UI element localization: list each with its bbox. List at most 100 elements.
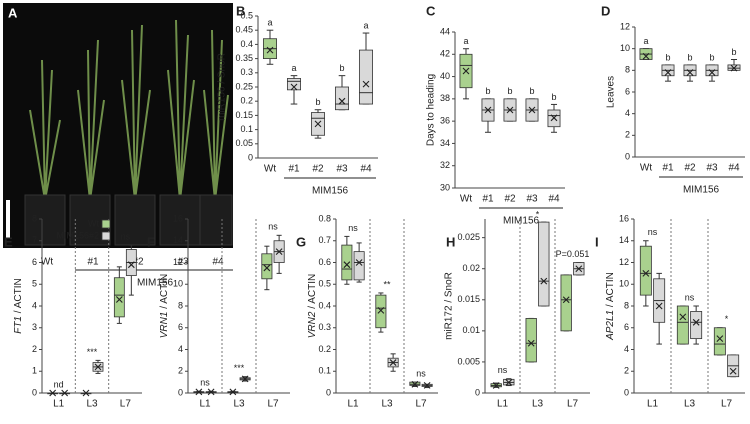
- y-axis-label: VRN1 / ACTIN: [159, 274, 170, 338]
- y-tick-label: 0.2: [318, 344, 331, 354]
- x-tick-label: #2: [312, 164, 324, 175]
- y-tick-label: 36: [440, 116, 450, 126]
- y-tick-label: 0.25: [235, 81, 253, 91]
- x-tick-label: L7: [567, 399, 579, 410]
- box: [358, 49, 373, 105]
- photo: A Wt #1 #2 #3 #4 MIM156: [3, 3, 233, 289]
- mean-marker: [708, 69, 716, 76]
- x-tick-label: L1: [199, 399, 211, 410]
- y-tick-label: 4: [178, 344, 183, 354]
- box: [713, 327, 726, 356]
- panel-label: F: [147, 234, 155, 249]
- box: [538, 221, 550, 307]
- y-tick-label: 12: [620, 21, 630, 31]
- annotation: ***: [87, 347, 98, 357]
- annotation: ns: [685, 292, 695, 302]
- y-tick-label: 8: [32, 213, 37, 223]
- significance-letter: a: [463, 36, 468, 46]
- y-tick-label: 8: [625, 65, 630, 75]
- chart: H 0 0.005 0.01 0.015 0.02 0.025 miR172 / SnoR L1…: [444, 209, 590, 410]
- y-tick-label: 0.025: [457, 232, 480, 242]
- mean-marker: [528, 106, 536, 114]
- x-tick-label: L7: [267, 399, 279, 410]
- mean-marker: [82, 389, 90, 397]
- y-tick-label: 0: [624, 387, 629, 397]
- y-tick-label: 0: [326, 387, 331, 397]
- y-tick-label: 40: [440, 71, 450, 81]
- y-axis-label: VRN2 / ACTIN: [307, 274, 318, 338]
- y-tick-label: 16: [173, 213, 183, 223]
- y-tick-label: 42: [440, 49, 450, 59]
- significance-letter: b: [709, 52, 714, 62]
- y-tick-label: 0.45: [235, 25, 253, 35]
- y-tick-label: 0: [625, 151, 630, 161]
- y-tick-label: 0.2: [240, 96, 253, 106]
- annotation: **: [383, 279, 391, 289]
- plants: [29, 19, 229, 201]
- mean-marker: [115, 296, 123, 303]
- annotation: *: [536, 209, 540, 219]
- y-tick-label: 6: [178, 322, 183, 332]
- chart: B 0 0.05 0.1 0.15 0.2 0.25 0.3 0.35 0.4 0.45 0.5 miR…: [217, 3, 378, 197]
- y-tick-label: 0.4: [318, 300, 331, 310]
- mean-marker: [195, 388, 203, 396]
- annotation: ns: [268, 222, 278, 232]
- mean-marker: [716, 335, 724, 343]
- panel-label: G: [296, 234, 306, 249]
- lane-label: #2: [132, 257, 144, 268]
- group-label: MIM156: [137, 278, 174, 289]
- x-tick-label: L7: [415, 399, 427, 410]
- y-tick-label: 8: [178, 300, 183, 310]
- box: [113, 277, 125, 318]
- y-tick-label: 0.01: [462, 325, 480, 335]
- significance-letter: b: [731, 47, 736, 57]
- x-tick-label: L3: [532, 399, 544, 410]
- mean-marker: [655, 302, 663, 310]
- chart: E 0 1 2 3 4 5 6 7 8 FT1 / ACTIN L1 nd L3 *** L7 ns Wt MIM1…: [4, 213, 142, 410]
- mean-marker: [729, 367, 737, 375]
- significance-letter: b: [315, 97, 320, 107]
- chart: C 30 32 34 36 38 40 42 44 Days to heading Wt a #1 b #2…: [426, 3, 565, 227]
- mean-marker: [229, 388, 237, 396]
- x-tick-label: Wt: [640, 163, 652, 174]
- y-tick-label: 12: [173, 257, 183, 267]
- y-tick-label: 10: [173, 279, 183, 289]
- mean-marker: [506, 106, 514, 114]
- y-tick-label: 6: [32, 257, 37, 267]
- y-tick-label: 5: [32, 279, 37, 289]
- panel-label: I: [595, 234, 599, 249]
- mean-marker: [207, 388, 215, 396]
- mean-marker: [492, 382, 500, 389]
- box: [261, 253, 273, 280]
- mean-marker: [527, 339, 535, 347]
- y-tick-label: 34: [440, 138, 450, 148]
- mean-marker: [314, 120, 322, 128]
- significance-letter: a: [643, 36, 648, 46]
- mean-marker: [355, 259, 363, 266]
- significance-letter: b: [507, 86, 512, 96]
- mean-marker: [241, 375, 249, 383]
- significance-letter: b: [529, 86, 534, 96]
- y-tick-label: 6: [624, 322, 629, 332]
- y-tick-label: 0: [178, 387, 183, 397]
- mean-marker: [343, 261, 351, 269]
- x-tick-label: L3: [684, 399, 696, 410]
- x-tick-label: Wt: [264, 164, 276, 175]
- mean-marker: [411, 380, 419, 388]
- y-tick-label: 3: [32, 322, 37, 332]
- legend-label: Wt: [88, 218, 99, 228]
- x-tick-label: #3: [526, 194, 538, 205]
- box: [560, 274, 572, 332]
- box: [639, 245, 652, 296]
- y-tick-label: 0.005: [457, 356, 480, 366]
- x-tick-label: #4: [548, 194, 560, 205]
- legend-swatch: [101, 231, 111, 241]
- y-axis-label: Leaves: [606, 76, 617, 108]
- annotation: ***: [234, 363, 245, 373]
- x-tick-label: L1: [497, 399, 509, 410]
- annotation: nd: [54, 379, 64, 389]
- mean-marker: [692, 318, 700, 326]
- x-tick-label: L1: [53, 399, 65, 410]
- chart: I 0 2 4 6 8 10 12 14 16 AP2L1 / ACTIN L1 ns L3 ns L7 *: [595, 213, 745, 410]
- mean-marker: [462, 67, 470, 75]
